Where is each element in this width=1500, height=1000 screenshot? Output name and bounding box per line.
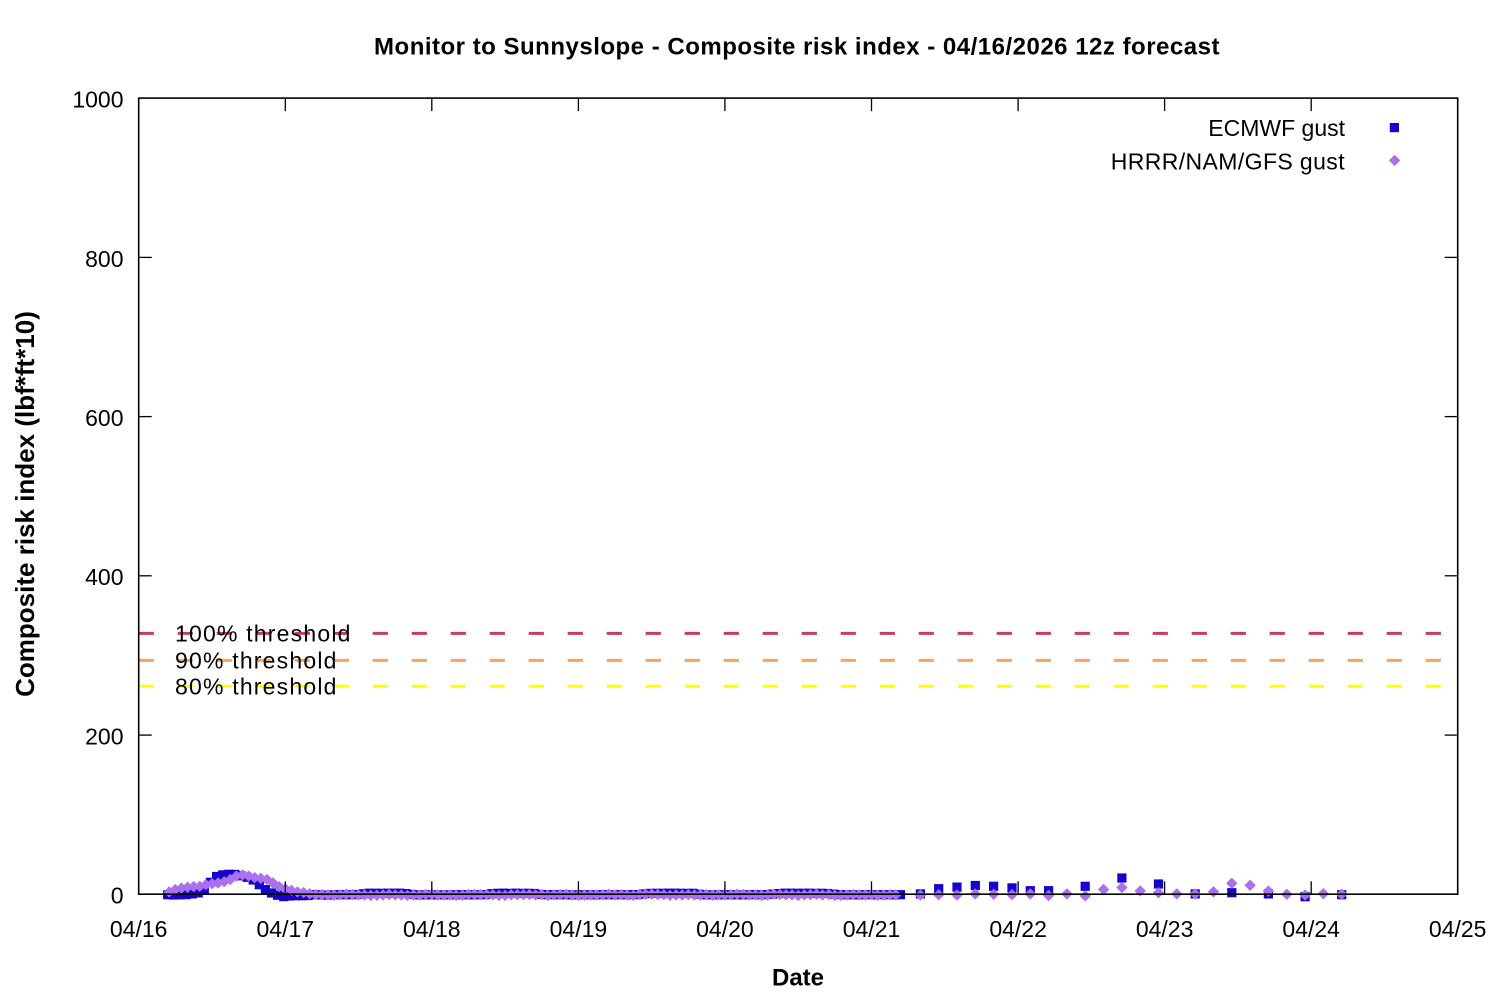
svg-text:04/24: 04/24 <box>1282 916 1340 942</box>
svg-text:90% threshold: 90% threshold <box>175 648 338 674</box>
svg-text:Monitor to Sunnyslope - Compos: Monitor to Sunnyslope - Composite risk i… <box>374 34 1220 61</box>
svg-text:04/17: 04/17 <box>257 916 315 942</box>
svg-text:Composite risk index (lbf*ft*1: Composite risk index (lbf*ft*10) <box>10 311 40 697</box>
svg-text:800: 800 <box>85 246 123 272</box>
svg-text:HRRR/NAM/GFS gust: HRRR/NAM/GFS gust <box>1111 149 1345 175</box>
svg-text:1000: 1000 <box>72 87 123 113</box>
svg-text:400: 400 <box>85 564 123 590</box>
svg-text:04/20: 04/20 <box>696 916 754 942</box>
svg-text:100% threshold: 100% threshold <box>175 621 352 647</box>
svg-text:04/18: 04/18 <box>403 916 461 942</box>
svg-text:04/22: 04/22 <box>989 916 1047 942</box>
svg-text:04/19: 04/19 <box>550 916 608 942</box>
svg-text:80% threshold: 80% threshold <box>175 673 338 699</box>
svg-text:ECMWF gust: ECMWF gust <box>1208 115 1345 141</box>
svg-text:04/21: 04/21 <box>843 916 901 942</box>
svg-text:200: 200 <box>85 724 123 750</box>
svg-text:600: 600 <box>85 405 123 431</box>
svg-text:0: 0 <box>111 883 124 909</box>
svg-text:04/23: 04/23 <box>1136 916 1194 942</box>
svg-text:04/25: 04/25 <box>1429 916 1487 942</box>
svg-text:Date: Date <box>772 965 824 992</box>
svg-text:04/16: 04/16 <box>110 916 168 942</box>
